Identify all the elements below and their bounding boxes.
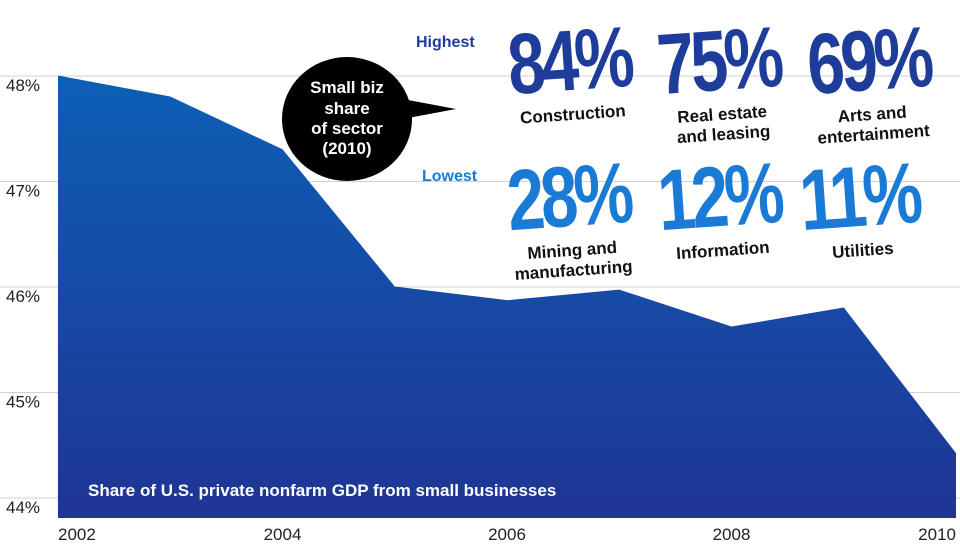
x-tick-label: 2004 bbox=[264, 525, 302, 544]
y-tick-label: 46% bbox=[6, 287, 40, 306]
stat-lowest-3: 11% Utilities bbox=[777, 145, 944, 267]
highest-label: Highest bbox=[416, 34, 475, 51]
y-tick-label: 47% bbox=[6, 182, 40, 201]
callout-bubble: Small biz share of sector (2010) bbox=[282, 57, 412, 181]
callout-pointer bbox=[408, 100, 456, 118]
stat-value: 28% bbox=[503, 144, 633, 250]
stat-value: 69% bbox=[803, 8, 933, 114]
stat-highest-1: 84% Construction bbox=[487, 8, 654, 131]
callout-line: Small biz bbox=[310, 78, 384, 98]
y-axis: 44% 45% 46% 47% 48% bbox=[6, 76, 40, 517]
x-tick-label: 2006 bbox=[488, 525, 526, 544]
stat-lowest-1: 28% Mining and manufacturing bbox=[486, 144, 654, 286]
y-tick-label: 48% bbox=[6, 76, 40, 95]
y-tick-label: 44% bbox=[6, 498, 40, 517]
stat-highest-2: 75% Real estate and leasing bbox=[636, 8, 804, 150]
x-tick-label: 2010 bbox=[918, 525, 956, 544]
x-tick-label: 2002 bbox=[58, 525, 96, 544]
stat-value: 84% bbox=[504, 8, 634, 114]
callout-line: share bbox=[324, 98, 370, 118]
x-tick-label: 2008 bbox=[713, 525, 751, 544]
chart-caption: Share of U.S. private nonfarm GDP from s… bbox=[88, 481, 556, 500]
y-tick-label: 45% bbox=[6, 393, 40, 412]
area-series bbox=[58, 75, 956, 518]
callout-line: (2010) bbox=[322, 139, 372, 159]
stat-value: 11% bbox=[796, 145, 922, 250]
stat-value: 12% bbox=[654, 144, 784, 250]
stat-value: 75% bbox=[653, 8, 783, 114]
stat-highest-3: 69% Arts and entertainment bbox=[786, 8, 954, 150]
x-axis: 2002 2004 2006 2008 2010 bbox=[58, 525, 956, 544]
lowest-label: Lowest bbox=[422, 168, 478, 185]
callout-line: of sector bbox=[311, 119, 383, 138]
